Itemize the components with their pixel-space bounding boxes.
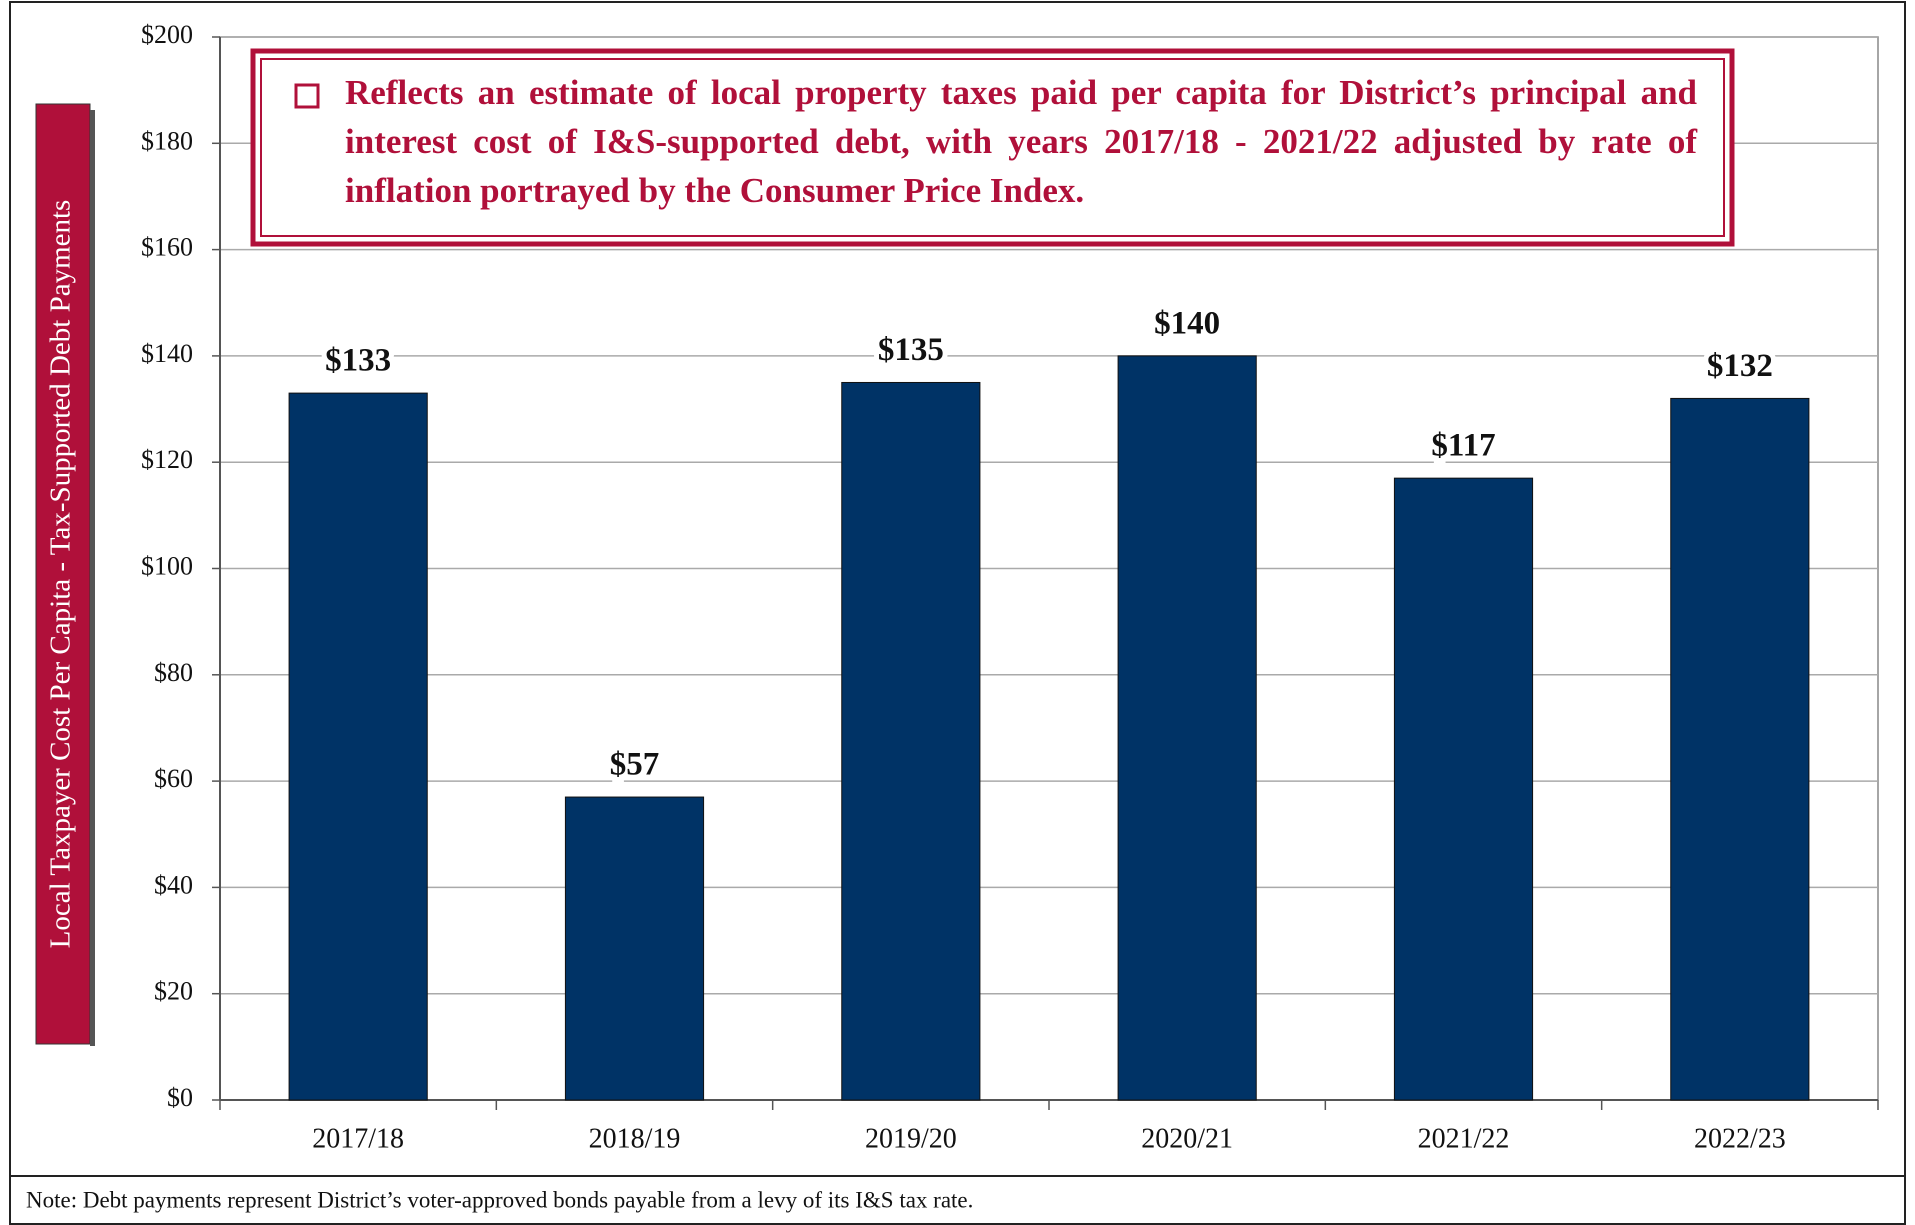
x-tick-label: 2022/23 — [1694, 1123, 1786, 1154]
y-label-box — [35, 103, 91, 1045]
bar — [1670, 397, 1810, 1101]
x-tick-label: 2020/21 — [1141, 1123, 1233, 1154]
bar — [1393, 477, 1534, 1101]
annotation: Reflects an estimate of local property t… — [345, 73, 1697, 210]
y-tick-label: $120 — [141, 445, 193, 474]
y-tick-label: $60 — [154, 764, 193, 793]
bar — [1117, 355, 1257, 1101]
y-tick-label: $20 — [154, 977, 193, 1006]
y-tick-label: $160 — [141, 233, 193, 262]
note-frame — [9, 1175, 1906, 1225]
x-tick-label: 2021/22 — [1418, 1123, 1510, 1154]
x-tick-label: 2017/18 — [312, 1123, 404, 1154]
value-label: $117 — [1431, 428, 1495, 464]
annotation-inner-frame — [260, 58, 1725, 237]
x-tick-label: 2019/20 — [865, 1123, 957, 1154]
y-tick-label: $80 — [154, 658, 193, 687]
value-label: $133 — [325, 343, 391, 379]
y-tick-label: $140 — [141, 339, 193, 368]
value-label: $132 — [1707, 348, 1773, 384]
y-label-shadow — [90, 110, 95, 1046]
y-tick-label: $200 — [141, 20, 193, 49]
value-label: $57 — [610, 747, 660, 783]
y-axis-label: Local Taxpayer Cost Per Capita - Tax-Sup… — [45, 200, 77, 949]
y-tick-label: $0 — [167, 1083, 193, 1112]
value-label: $135 — [878, 332, 944, 368]
note: Note: Debt payments represent District’s… — [26, 1187, 973, 1212]
value-label: $140 — [1154, 305, 1220, 341]
y-tick-label: $180 — [141, 126, 193, 155]
x-tick-label: 2018/19 — [589, 1123, 681, 1154]
bar — [288, 392, 428, 1101]
bar — [564, 796, 705, 1101]
bar — [841, 381, 981, 1101]
y-tick-label: $40 — [154, 870, 193, 899]
annotation-bullet — [294, 83, 320, 109]
y-tick-label: $100 — [141, 551, 193, 580]
annotation-frame — [250, 48, 1735, 247]
